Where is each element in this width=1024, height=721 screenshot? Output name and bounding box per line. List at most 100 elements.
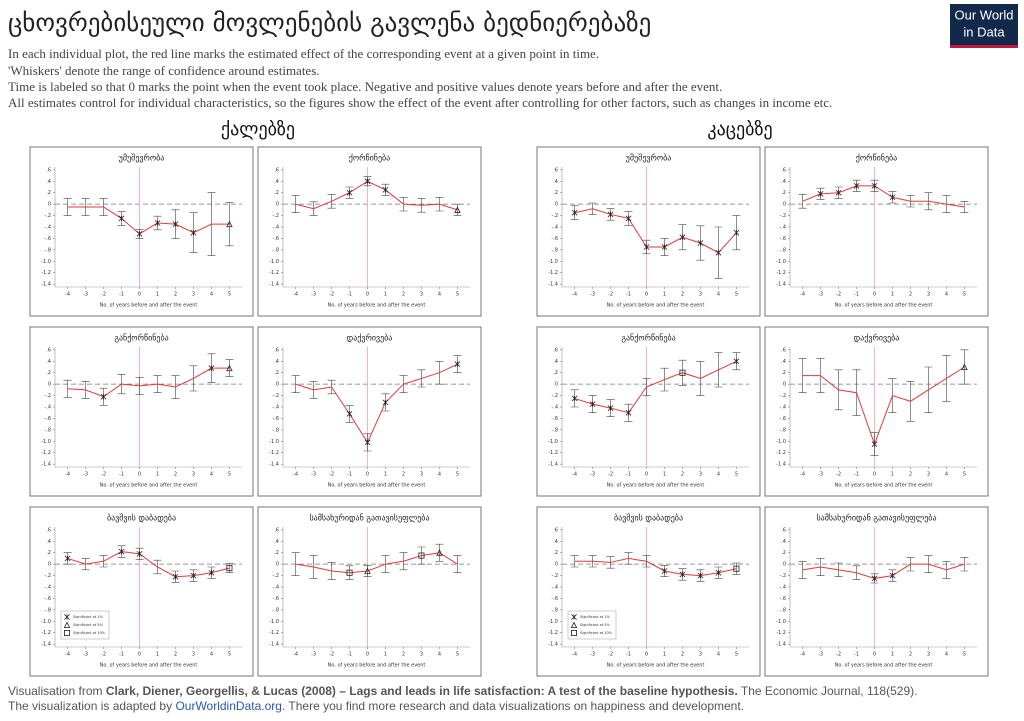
x-tick-label: 1 [384,472,387,478]
panel-title: ბავშვის დაბადება [614,513,683,523]
x-tick-label: 2 [681,292,684,298]
link[interactable]: OurWorldinData.org [175,699,282,713]
y-tick-label: -1.4 [776,282,786,288]
panel-frame [764,506,989,677]
x-tick-label: 2 [909,472,912,478]
marker [715,249,722,256]
x-tick-label: -1 [347,652,352,658]
x-tick-label: 1 [663,652,666,658]
x-tick-label: -2 [836,472,841,478]
x-tick-label: 0 [873,652,876,658]
data-line [802,185,965,208]
error-bar [63,379,72,398]
y-tick-label: -1.4 [269,642,279,648]
x-tick-label: -4 [65,292,70,298]
x-tick-label: -1 [854,472,859,478]
x-tick-label: 2 [174,652,177,658]
x-tick-label: 3 [927,472,930,478]
x-tick-label: 0 [138,472,141,478]
y-tick-label: -1.2 [548,450,558,456]
y-tick-label: .2 [781,550,786,556]
x-tick-label: 2 [402,472,405,478]
data-line [802,366,965,446]
y-tick-label: -.6 [272,236,279,242]
footer-text: The Economic Journal, 118(529). [738,684,918,698]
y-tick-label: -.2 [272,573,279,579]
x-tick-label: 2 [402,292,405,298]
x-tick-label: -2 [329,472,334,478]
note: In each individual plot, the red line ma… [8,46,599,61]
note: All estimates control for individual cha… [8,95,832,110]
legend-label: Significant at 10% [580,631,613,635]
y-tick-label: 0 [48,202,51,208]
y-tick-label: .4 [553,539,558,545]
y-tick-label: .6 [274,347,279,353]
x-tick-label: -2 [836,292,841,298]
y-tick-label: .2 [553,370,558,376]
marker [871,575,878,582]
y-tick-label: -1.4 [269,462,279,468]
x-tick-label: -3 [83,292,88,298]
y-tick-label: -.4 [272,405,279,411]
panel-title: ქორწინება [856,153,897,163]
x-tick-label: -2 [608,472,613,478]
marker [679,234,686,241]
x-tick-label: 2 [174,472,177,478]
marker [571,209,578,216]
y-tick-label: .4 [274,179,279,185]
x-tick-label: -1 [119,652,124,658]
y-tick-label: 0 [555,202,558,208]
panel-frame [764,326,989,497]
panel: ქორწინება .6 .4 .2 0 -.2 -.4 -.6 -.8 -1.0 -1.2 -1.4… [257,146,482,317]
x-tick-label: -3 [590,652,595,658]
y-tick-label: .2 [46,370,51,376]
y-tick-label: -.8 [551,607,558,613]
panel: უმუშევრობა .6 .4 .2 0 -.2 -.4 -.6 -.8 -1.0 -1.2 -1.… [536,146,761,317]
y-tick-label: -.2 [272,213,279,219]
x-tick-label: 5 [735,292,738,298]
marker [454,206,461,213]
y-tick-label: -1.0 [776,619,786,625]
y-tick-label: -.6 [44,596,51,602]
y-tick-label: -.6 [44,236,51,242]
y-tick-label: -.6 [272,416,279,422]
y-tick-label: -1.0 [776,259,786,265]
y-tick-label: -.4 [551,585,558,591]
panel-title: ბავშვის დაბადება [107,513,176,523]
x-tick-label: -3 [83,652,88,658]
x-tick-label: -3 [590,472,595,478]
panel-frame [29,326,254,497]
y-tick-label: 0 [555,562,558,568]
x-tick-label: -1 [626,292,631,298]
marker [382,399,389,406]
x-tick-label: 2 [681,652,684,658]
panel-frame [257,146,482,317]
panel-title: განქორწინება [114,333,168,343]
marker [118,215,125,222]
x-tick-label: 2 [681,472,684,478]
y-tick-label: -.8 [551,247,558,253]
x-tick-label: 4 [210,292,213,298]
x-tick-label: 5 [735,472,738,478]
x-axis-label: No. of years before and after the event [835,303,933,309]
marker [100,393,107,400]
y-tick-label: -1.0 [548,259,558,265]
x-tick-label: 5 [228,292,231,298]
x-tick-label: -3 [818,292,823,298]
y-tick-label: -1.0 [548,439,558,445]
marker [454,361,461,368]
x-tick-label: 5 [963,472,966,478]
y-tick-label: -1.2 [269,270,279,276]
panel: ბავშვის დაბადება .6 .4 .2 0 -.2 -.4 -.6 -.8 -1.0 -… [29,506,254,677]
x-axis-label: No. of years before and after the event [835,663,933,669]
marker [889,572,896,579]
y-tick-label: -.8 [779,427,786,433]
panel-frame [536,146,761,317]
panel-frame [764,146,989,317]
x-tick-label: 4 [717,292,720,298]
logo-bar [950,45,1018,48]
x-tick-label: -3 [311,652,316,658]
marker [64,555,71,562]
panel: სამსახურიდან გათავისუფლება .6 .4 .2 0 -.2 -.4 -… [764,506,989,677]
y-tick-label: -.4 [551,405,558,411]
